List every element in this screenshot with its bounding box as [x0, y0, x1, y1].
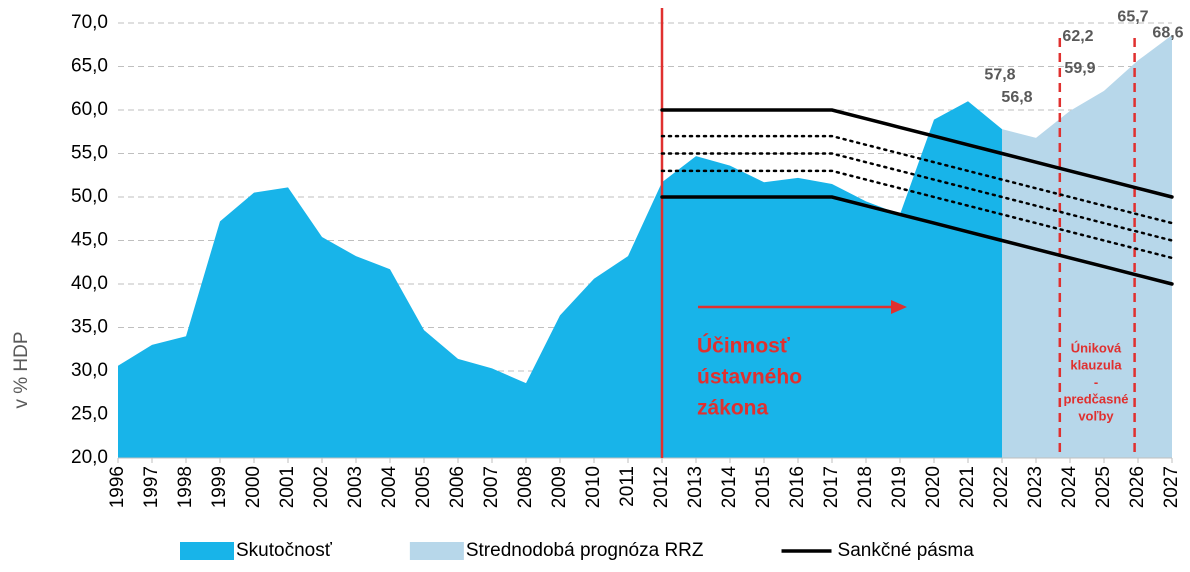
x-tick-label: 2025 — [1093, 466, 1114, 508]
y-tick-label: 60,0 — [71, 99, 108, 120]
data-label: 68,6 — [1152, 24, 1183, 41]
x-tick-label: 2001 — [277, 466, 298, 508]
y-tick-label: 45,0 — [71, 230, 108, 251]
data-label: 62,2 — [1062, 28, 1093, 45]
band-line — [660, 195, 1174, 286]
area — [1002, 35, 1172, 459]
x-tick-label: 1996 — [107, 466, 128, 508]
x-tick-label: 1997 — [141, 466, 162, 508]
legend-swatch — [180, 542, 234, 560]
annotation: Účinnosť — [697, 334, 791, 358]
x-tick-label: 1999 — [209, 466, 230, 508]
x-tick-label: 2020 — [923, 466, 944, 508]
x-tick-label: 2027 — [1161, 466, 1182, 508]
y-tick-label: 30,0 — [71, 360, 108, 381]
x-tick-label: 2016 — [787, 466, 808, 508]
y-tick-label: 25,0 — [71, 404, 108, 425]
band-line — [660, 169, 1174, 260]
x-tick-label: 2021 — [957, 466, 978, 508]
x-tick-label: 2005 — [413, 466, 434, 508]
data-label: 59,9 — [1064, 60, 1095, 77]
x-tick-label: 2017 — [821, 466, 842, 508]
x-tick-label: 2009 — [549, 466, 570, 508]
y-tick-label: 40,0 — [71, 273, 108, 294]
area — [118, 101, 1002, 459]
x-tick-label: 2012 — [651, 466, 672, 508]
annotation: voľby — [1078, 408, 1114, 423]
legend-label: Sankčné pásma — [838, 540, 975, 561]
data-label: 65,7 — [1117, 9, 1148, 26]
y-tick-label: 20,0 — [71, 447, 108, 468]
annotation: zákona — [697, 397, 769, 420]
y-tick-label: 50,0 — [71, 186, 108, 207]
x-tick-label: 2000 — [243, 466, 264, 508]
x-tick-label: 2019 — [889, 466, 910, 508]
x-tick-label: 2011 — [617, 466, 638, 507]
annotation: ústavného — [697, 366, 802, 389]
x-tick-label: 2007 — [481, 466, 502, 508]
band-line — [660, 152, 1174, 242]
legend-label: Strednodobá prognóza RRZ — [466, 540, 704, 561]
x-tick-label: 1998 — [175, 466, 196, 508]
x-tick-label: 2004 — [379, 466, 400, 509]
x-tick-label: 2022 — [991, 466, 1012, 508]
x-tick-label: 2002 — [311, 466, 332, 508]
y-tick-label: 35,0 — [71, 317, 108, 338]
x-tick-label: 2024 — [1059, 466, 1080, 509]
y-tick-label: 65,0 — [71, 56, 108, 77]
data-label: 56,8 — [1001, 89, 1032, 106]
x-tick-label: 2018 — [855, 466, 876, 508]
annotation: predčasné — [1063, 391, 1128, 406]
x-tick-label: 2015 — [753, 466, 774, 508]
y-tick-label: 70,0 — [71, 12, 108, 33]
x-tick-label: 2013 — [685, 466, 706, 508]
x-tick-label: 2003 — [345, 466, 366, 508]
x-tick-label: 2008 — [515, 466, 536, 508]
band-line — [660, 134, 1174, 225]
x-tick-label: 2014 — [719, 466, 740, 509]
y-axis-label: v % HDP — [11, 331, 32, 408]
x-tick-label: 2026 — [1127, 466, 1148, 508]
legend-label: Skutočnosť — [236, 540, 333, 561]
data-label: 57,8 — [984, 66, 1015, 83]
annotation: Úniková — [1071, 340, 1122, 355]
annotation: klauzula — [1070, 357, 1122, 372]
annotation: - — [1094, 374, 1098, 389]
x-tick-label: 2010 — [583, 466, 604, 508]
arrow-head — [891, 300, 907, 314]
x-tick-label: 2006 — [447, 466, 468, 508]
x-tick-label: 2023 — [1025, 466, 1046, 508]
band-line — [660, 108, 1174, 199]
legend-swatch — [409, 542, 464, 560]
y-tick-label: 55,0 — [71, 143, 108, 164]
